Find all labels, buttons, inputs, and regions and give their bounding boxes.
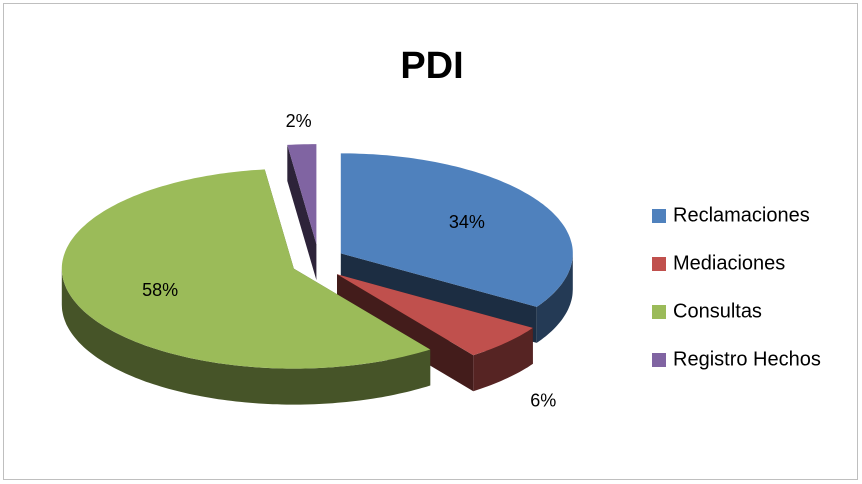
- data-label: 6%: [530, 391, 556, 411]
- slice: [287, 144, 317, 245]
- slice-side: [61, 268, 431, 405]
- legend-swatch: [652, 257, 666, 271]
- data-label: 2%: [286, 111, 312, 131]
- legend-swatch: [652, 353, 666, 367]
- legend-label: Mediaciones: [673, 252, 785, 274]
- slice: [61, 169, 431, 369]
- slice: [337, 274, 533, 356]
- data-label: 34%: [449, 212, 485, 232]
- legend-label: Reclamaciones: [673, 204, 810, 226]
- slice-wall: [287, 144, 317, 281]
- slice-wall: [337, 274, 474, 392]
- slice-side: [536, 253, 573, 343]
- slice: [340, 153, 573, 307]
- legend-swatch: [652, 305, 666, 319]
- legend-label: Consultas: [673, 300, 762, 322]
- legend-swatch: [652, 209, 666, 223]
- chart-title: PDI: [400, 45, 463, 87]
- legend-label: Registro Hechos: [673, 348, 821, 370]
- data-label: 58%: [142, 280, 178, 300]
- slice-side: [473, 327, 533, 392]
